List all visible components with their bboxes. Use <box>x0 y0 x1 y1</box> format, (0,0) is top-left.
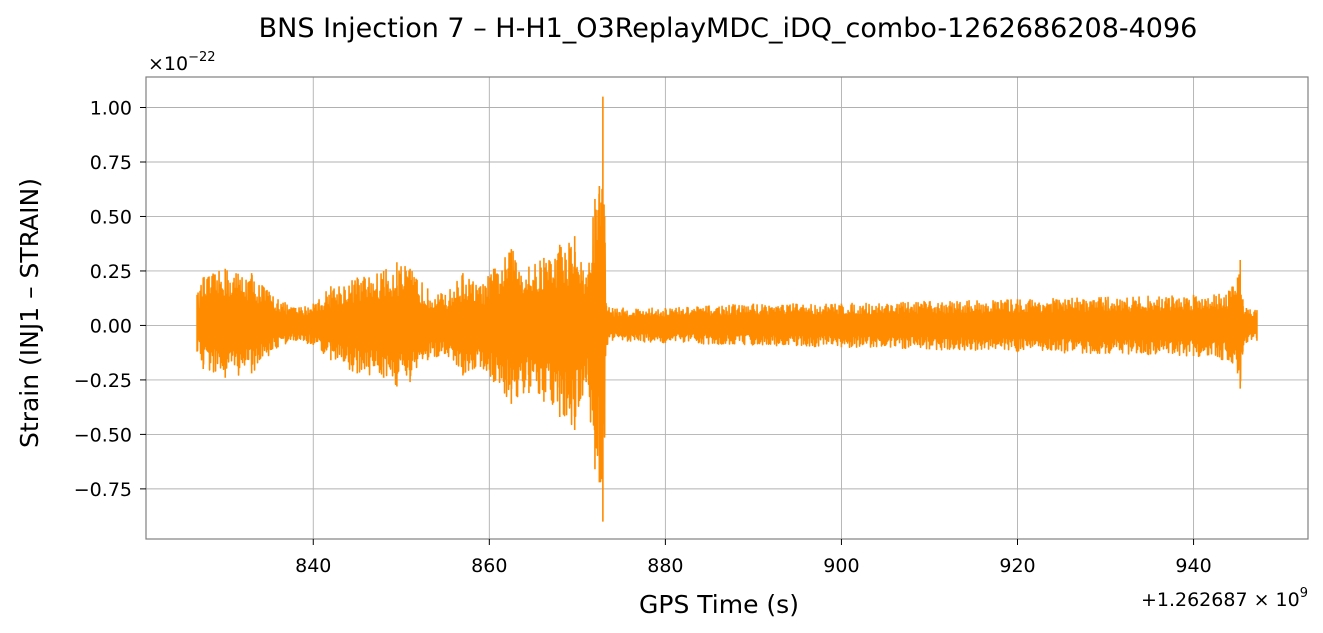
series-line-0 <box>196 96 1258 522</box>
x-tick-label: 900 <box>823 555 859 577</box>
x-offset-label: +1.262687 × 109 <box>1141 586 1308 611</box>
y-multiplier-exponent: −22 <box>188 50 215 65</box>
x-tick-label: 920 <box>999 555 1035 577</box>
x-offset-base: +1.262687 × 10 <box>1141 589 1300 611</box>
y-multiplier-base: ×10 <box>148 53 188 75</box>
y-tick-label: 0.50 <box>90 206 132 228</box>
y-multiplier-label: ×10−22 <box>148 50 216 75</box>
x-tick-label: 860 <box>471 555 507 577</box>
y-tick-label: −0.50 <box>74 424 132 446</box>
plot-frame <box>145 76 1309 540</box>
series-layer <box>196 96 1258 522</box>
chart-title: BNS Injection 7 – H-H1_O3ReplayMDC_iDQ_c… <box>259 13 1198 44</box>
y-tick-label: 0.00 <box>90 315 132 337</box>
y-tick-label: 0.75 <box>90 152 132 174</box>
y-tick-label: 1.00 <box>90 98 132 120</box>
x-axis-label: GPS Time (s) <box>639 590 799 619</box>
y-tick-label: −0.75 <box>74 479 132 501</box>
x-offset-exponent: 9 <box>1300 586 1308 601</box>
x-tick-label: 840 <box>295 555 331 577</box>
x-tick-label: 940 <box>1175 555 1211 577</box>
y-tick-label: −0.25 <box>74 370 132 392</box>
y-tick-label: 0.25 <box>90 261 132 283</box>
y-axis-label: Strain (INJ1 – STRAIN) <box>15 178 44 448</box>
tick-layer: 840 860 880 900 920 940 1.00 0.75 0.50 0.25 0.00 −0… <box>74 98 1212 577</box>
x-tick-label: 880 <box>647 555 683 577</box>
